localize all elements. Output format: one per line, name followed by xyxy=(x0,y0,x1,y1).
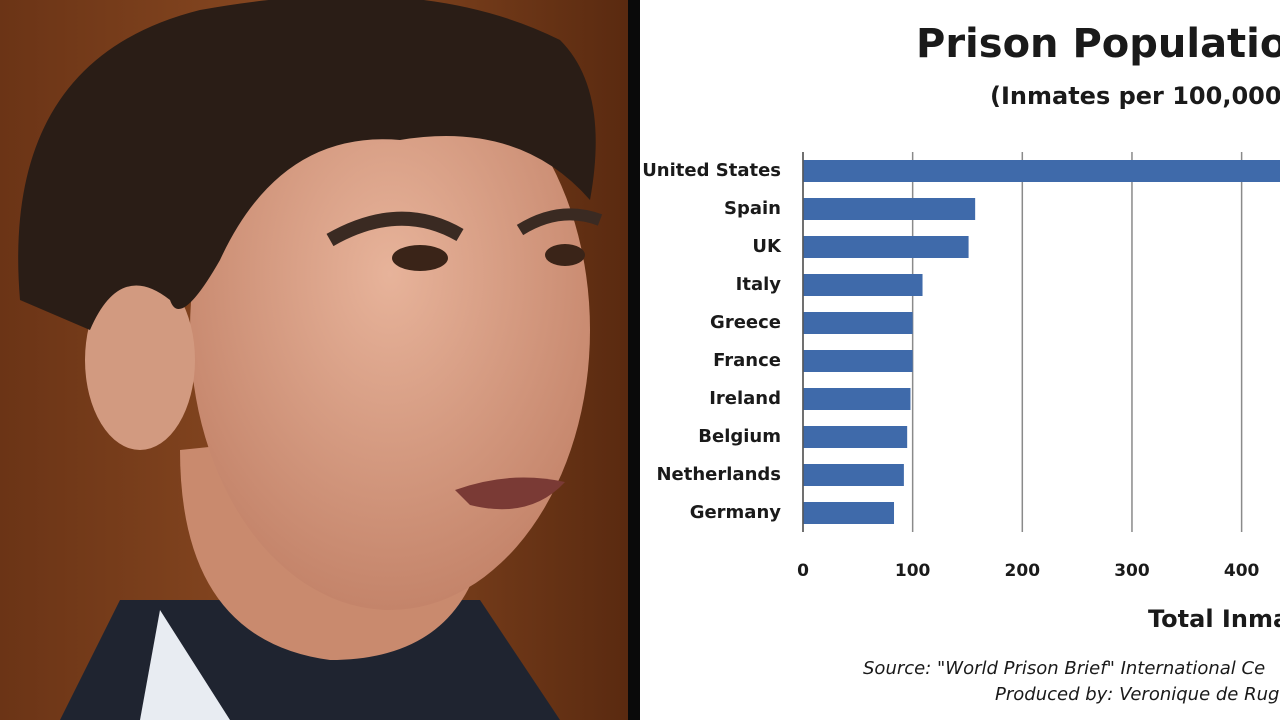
x-tick-label: 0 xyxy=(797,561,809,581)
chart-title: Prison Populatio xyxy=(916,21,1280,67)
bar xyxy=(803,198,976,220)
bar xyxy=(803,388,911,410)
bar xyxy=(803,350,913,372)
y-tick-label: Germany xyxy=(690,502,782,523)
photo xyxy=(0,0,628,720)
x-axis-label: Total Inma xyxy=(1148,605,1280,633)
y-tick-label: Ireland xyxy=(709,388,781,409)
y-tick-label: Netherlands xyxy=(656,464,781,485)
bar xyxy=(803,274,923,296)
y-tick-label: Greece xyxy=(710,312,781,333)
chart-panel xyxy=(640,0,1280,720)
bar xyxy=(803,426,908,448)
y-tick-label: UK xyxy=(752,236,782,257)
y-tick-label: United States xyxy=(642,160,781,181)
x-tick-label: 100 xyxy=(895,561,931,581)
credit-note: Produced by: Veronique de Rug xyxy=(995,684,1279,705)
bar xyxy=(803,160,1280,182)
y-tick-label: Belgium xyxy=(698,426,781,447)
y-tick-label: Italy xyxy=(736,274,782,295)
y-tick-label: Spain xyxy=(724,198,781,219)
x-tick-label: 300 xyxy=(1114,561,1150,581)
x-tick-label: 400 xyxy=(1224,561,1260,581)
bar xyxy=(803,502,895,524)
bar xyxy=(803,236,969,258)
divider xyxy=(628,0,640,720)
source-note: Source: "World Prison Brief" Internation… xyxy=(863,658,1265,679)
bar xyxy=(803,312,913,334)
chart-subtitle: (Inmates per 100,000 p xyxy=(990,82,1280,110)
x-tick-label: 200 xyxy=(1005,561,1041,581)
y-tick-label: France xyxy=(713,350,781,371)
bar xyxy=(803,464,904,486)
